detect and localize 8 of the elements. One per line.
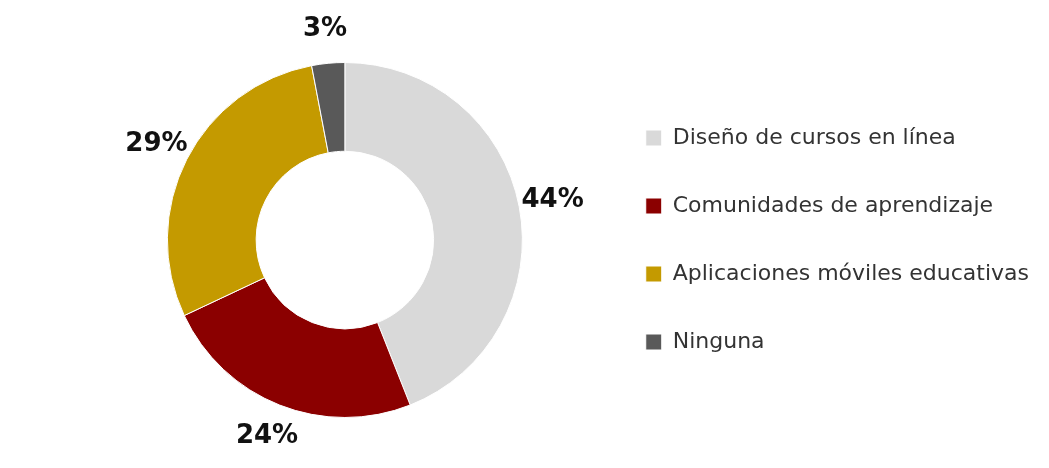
data-label: 3% — [302, 12, 348, 43]
legend-label: Diseño de cursos en línea — [672, 123, 956, 149]
legend-label: Ninguna — [672, 327, 765, 353]
legend-label: Aplicaciones móviles educativas — [672, 259, 1029, 285]
legend-label: Comunidades de aprendizaje — [672, 191, 994, 217]
data-label: 29% — [125, 126, 188, 157]
data-label: 24% — [235, 419, 299, 450]
data-label: 44% — [521, 183, 584, 214]
